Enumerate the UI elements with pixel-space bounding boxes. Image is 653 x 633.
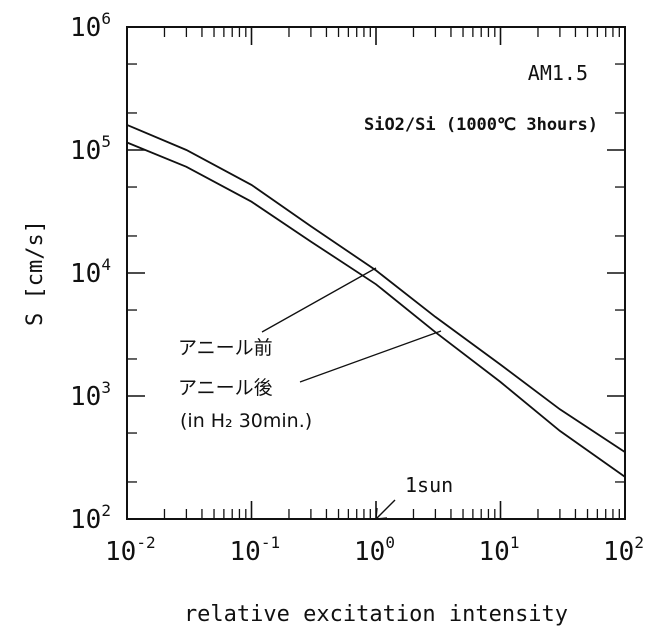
series-label-after: アニール後: [178, 377, 273, 399]
series-line-0: [126, 124, 626, 453]
annotation-sample: SiO2/Si (1000℃ 3hours): [364, 115, 598, 135]
y-axis-title: S [cm/s]: [23, 220, 48, 326]
plot-frame: [126, 26, 626, 520]
series-lines: [126, 124, 626, 478]
series-line-1: [126, 141, 626, 478]
x-tick-label: 102: [603, 533, 644, 567]
tick-marks: [126, 26, 626, 520]
y-tick-label: 102: [70, 501, 111, 535]
sun-marker-label: 1sun: [405, 473, 453, 497]
annotation-spectrum: AM1.5: [528, 61, 588, 85]
sun-marker-arrow-icon: [375, 499, 396, 520]
x-axis-title: relative excitation intensity: [184, 602, 568, 627]
x-tick-label: 10-2: [105, 533, 156, 567]
y-tick-label: 104: [70, 255, 111, 289]
series-label-before: アニール前: [178, 337, 273, 359]
x-tick-label: 100: [354, 533, 395, 567]
x-tick-labels: 10-2 10-1 100 101 102: [105, 533, 644, 567]
y-tick-label: 106: [70, 9, 111, 43]
y-tick-label: 103: [70, 378, 111, 412]
series-label-after-note: (in H₂ 30min.): [180, 410, 312, 432]
y-tick-label: 105: [70, 132, 111, 166]
x-tick-label: 10-1: [230, 533, 281, 567]
leader-line-before: [261, 267, 377, 333]
x-tick-label: 101: [479, 533, 520, 567]
leader-line-after: [299, 330, 442, 383]
y-tick-labels: 102 103 104 105 106: [70, 9, 111, 535]
